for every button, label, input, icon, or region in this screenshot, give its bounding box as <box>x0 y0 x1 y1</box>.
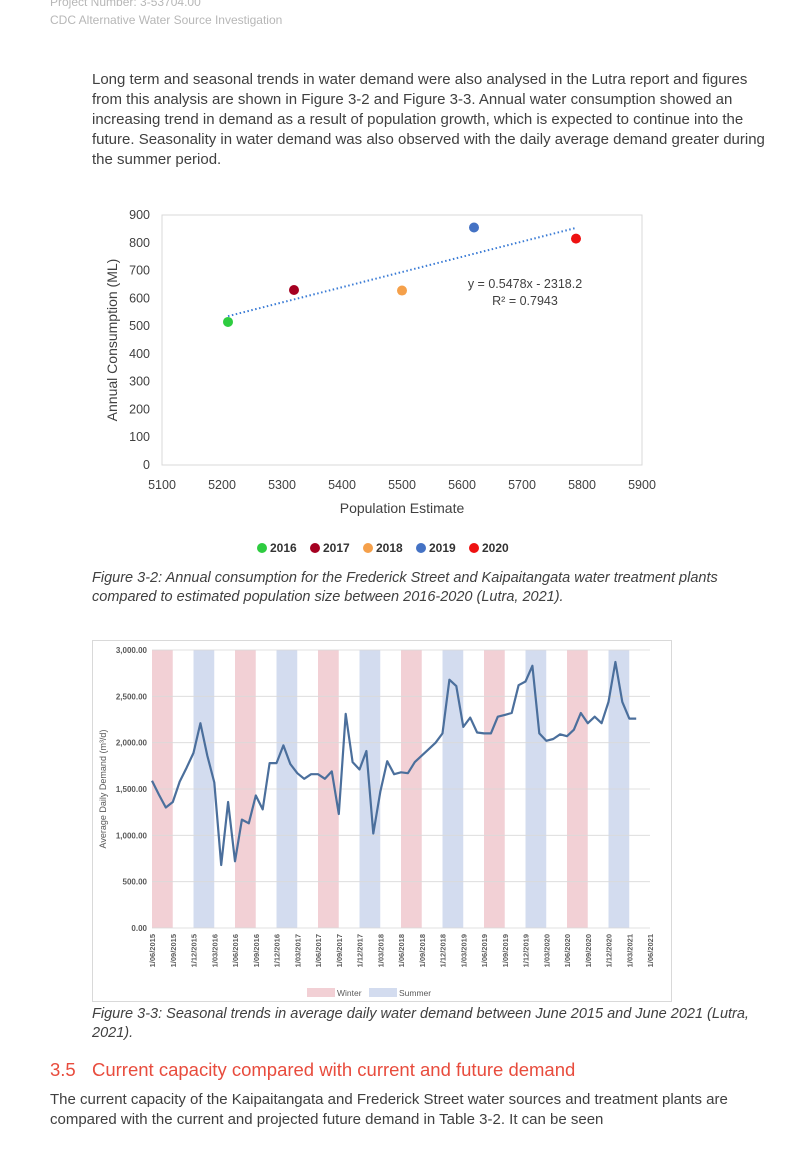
x-tick-label: 1/06/2017 <box>314 934 323 967</box>
data-point-2017 <box>289 285 299 295</box>
y-tick-label: 500 <box>129 319 150 333</box>
x-tick-label: 1/09/2018 <box>418 934 427 967</box>
x-axis-label: Population Estimate <box>340 500 465 516</box>
y-tick-label: 200 <box>129 402 150 416</box>
legend-label-2017: 2017 <box>323 541 350 555</box>
seasonal-line-chart: 0.00 500.00 1,000.00 1,500.00 2,000.00 2,500.… <box>92 640 672 1002</box>
x-tick-label: 1/12/2015 <box>190 934 199 967</box>
x-tick-label: 1/06/2016 <box>231 934 240 967</box>
y-tick-label: 1,500.00 <box>116 785 148 794</box>
x-tick-label: 1/09/2019 <box>501 934 510 967</box>
x-tick-label: 1/12/2017 <box>356 934 365 967</box>
legend-marker-2017 <box>310 543 320 553</box>
y-tick-label: 500.00 <box>123 878 148 887</box>
x-tick-label: 1/06/2019 <box>480 934 489 967</box>
x-tick-label: 5900 <box>628 478 656 492</box>
legend-marker-2018 <box>363 543 373 553</box>
x-tick-label: 1/12/2018 <box>439 934 448 967</box>
y-axis-label: Average Daily Demand (m³/d) <box>98 730 108 849</box>
figure-3-3-caption: Figure 3-3: Seasonal trends in average d… <box>92 1006 749 1041</box>
legend-label-summer: Summer <box>399 988 431 998</box>
x-tick-label: 1/03/2018 <box>376 934 385 967</box>
y-tick-label: 900 <box>129 208 150 222</box>
x-tick-label: 1/12/2020 <box>605 934 614 967</box>
data-point-2019 <box>469 222 479 233</box>
y-tick-label: 2,000.00 <box>116 739 148 748</box>
x-tick-label: 5400 <box>328 478 356 492</box>
x-tick-label: 1/03/2016 <box>210 934 219 967</box>
header-project-title: CDC Alternative Water Source Investigati… <box>50 13 283 27</box>
demand-line <box>151 660 637 867</box>
x-tick-label: 1/03/2020 <box>542 934 551 967</box>
section-number: 3.5 <box>50 1059 76 1080</box>
legend-marker-2020 <box>469 543 479 553</box>
x-tick-label: 1/03/2021 <box>625 934 634 967</box>
y-tick-label: 600 <box>129 291 150 305</box>
legend-label-2016: 2016 <box>270 541 297 555</box>
x-tick-label: 1/09/2020 <box>584 934 593 967</box>
legend-label-2019: 2019 <box>429 541 456 555</box>
section-heading: 3.5 Current capacity compared with curren… <box>50 1059 575 1081</box>
x-tick-label: 1/09/2017 <box>335 934 344 967</box>
legend-swatch-summer <box>369 988 397 997</box>
legend-swatch-winter <box>307 988 335 997</box>
y-tick-label: 0 <box>143 458 150 472</box>
x-tick-label: 5100 <box>148 478 176 492</box>
data-point-2016 <box>223 316 233 327</box>
x-tick-label: 5500 <box>388 478 416 492</box>
x-tick-label: 1/06/2021 <box>646 934 655 967</box>
legend-label-2018: 2018 <box>376 541 403 555</box>
data-point-2020 <box>571 233 581 244</box>
section-title: Current capacity compared with current a… <box>92 1059 576 1080</box>
x-tick-label: 5600 <box>448 478 476 492</box>
y-tick-label: 2,500.00 <box>116 692 148 701</box>
section-paragraph: The current capacity of the Kaipaitangat… <box>50 1091 728 1128</box>
x-tick-label: 5200 <box>208 478 236 492</box>
x-tick-label: 1/03/2019 <box>459 934 468 967</box>
x-tick-label: 5300 <box>268 478 296 492</box>
x-tick-label: 1/12/2019 <box>522 934 531 967</box>
x-tick-label: 1/09/2015 <box>169 934 178 967</box>
scatter-chart: 0 100 200 300 400 500 600 700 800 900 5100 5200 5300… <box>104 208 656 555</box>
trendline-r-squared: R² = 0.7943 <box>492 294 558 308</box>
y-tick-label: 1,000.00 <box>116 831 148 840</box>
y-axis-label: Annual Consumption (ML) <box>104 259 120 422</box>
x-tick-label: 1/06/2015 <box>148 934 157 967</box>
y-tick-label: 700 <box>129 264 150 278</box>
y-tick-label: 100 <box>129 430 150 444</box>
y-tick-label: 400 <box>129 347 150 361</box>
x-tick-label: 1/06/2020 <box>563 934 572 967</box>
legend-label-2020: 2020 <box>482 541 509 555</box>
y-tick-label: 800 <box>129 236 150 250</box>
legend-marker-2016 <box>257 543 267 553</box>
x-tick-label: 1/06/2018 <box>397 934 406 967</box>
x-tick-label: 1/03/2017 <box>293 934 302 967</box>
x-tick-label: 1/09/2016 <box>252 934 261 967</box>
figure-3-2-caption: Figure 3-2: Annual consumption for the F… <box>92 570 718 605</box>
legend-marker-2019 <box>416 543 426 553</box>
trendline-equation: y = 0.5478x - 2318.2 <box>468 277 582 291</box>
x-tick-label: 1/12/2016 <box>273 934 282 967</box>
plot-area <box>161 214 643 466</box>
x-tick-label: 5800 <box>568 478 596 492</box>
x-tick-label: 5700 <box>508 478 536 492</box>
legend-label-winter: Winter <box>337 988 362 998</box>
header-project-number: Project Number: 3-53704.00 <box>50 0 201 9</box>
y-tick-label: 3,000.00 <box>116 646 148 655</box>
intro-paragraph: Long term and seasonal trends in water d… <box>92 71 765 168</box>
data-point-2018 <box>397 285 407 296</box>
y-tick-label: 300 <box>129 375 150 389</box>
y-tick-label: 0.00 <box>131 924 147 933</box>
